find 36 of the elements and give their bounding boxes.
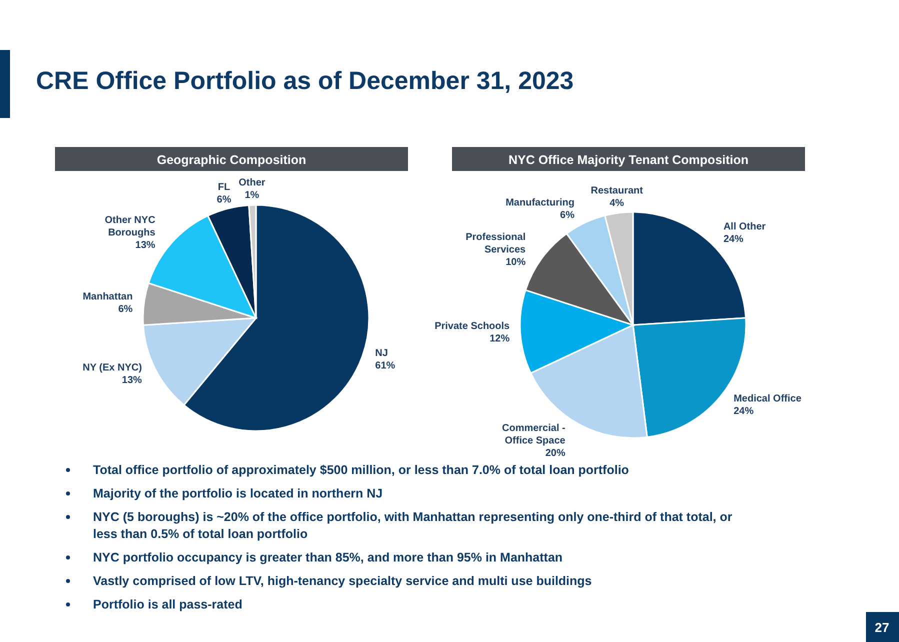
slice-label: Private Schools: [434, 321, 510, 332]
data-label: 6%: [560, 210, 575, 222]
chart-title: NYC Office Majority Tenant Composition: [508, 153, 749, 167]
data-label: 13%: [122, 375, 142, 386]
text: Total office portfolio of approximately $500 million, or less than 7.0% of total loan portfolio: [93, 463, 630, 477]
data-label: 24%: [723, 234, 744, 245]
slice-label: Commercial - Office Space: [502, 423, 566, 447]
data-label: 6%: [216, 194, 232, 206]
slice-label: Manhattan: [82, 291, 133, 302]
slice-label: FL: [218, 182, 230, 193]
text: Majority of the portfolio is located in northern NJ: [93, 486, 383, 500]
text: CRE Office Portfolio as of December 31, 2023: [36, 67, 574, 95]
data-label: 24%: [734, 406, 754, 417]
data-label: 61%: [375, 360, 396, 372]
text: Vastly comprised of low LTV, high-tenancy specialty service and multi use buildings: [93, 574, 592, 588]
data-label: 4%: [610, 198, 624, 210]
text: Portfolio is all pass-rated: [93, 598, 242, 612]
data-label: 13%: [135, 240, 156, 251]
text: NYC portfolio occupancy is greater than 85%, and more than 95% in Manhattan: [93, 550, 563, 564]
slice-label: NJ: [375, 348, 388, 359]
slice-label: Manufacturing: [506, 198, 574, 209]
data-label: 20%: [545, 448, 566, 460]
data-label: 12%: [490, 334, 510, 345]
slice-label: Professional Services: [466, 232, 526, 256]
data-label: 1%: [244, 190, 260, 202]
slice-label: Other NYC Boroughs: [104, 214, 156, 238]
text: 27: [874, 620, 890, 635]
data-label: 10%: [506, 257, 526, 268]
slice-label: All Other: [723, 221, 766, 232]
slice-label: Medical Office: [734, 393, 802, 404]
data-label: 6%: [118, 304, 133, 315]
text: NYC (5 boroughs) is ~20% of the office portfolio, with Manhattan representing only one-third of that total, or less than 0.5% of total loan portfolio: [93, 510, 732, 541]
slice-label: NY (Ex NYC): [82, 362, 142, 374]
chart-title: Geographic Composition: [156, 153, 306, 167]
slice-label: Other: [238, 178, 266, 189]
slice-label: Restaurant: [590, 186, 644, 197]
